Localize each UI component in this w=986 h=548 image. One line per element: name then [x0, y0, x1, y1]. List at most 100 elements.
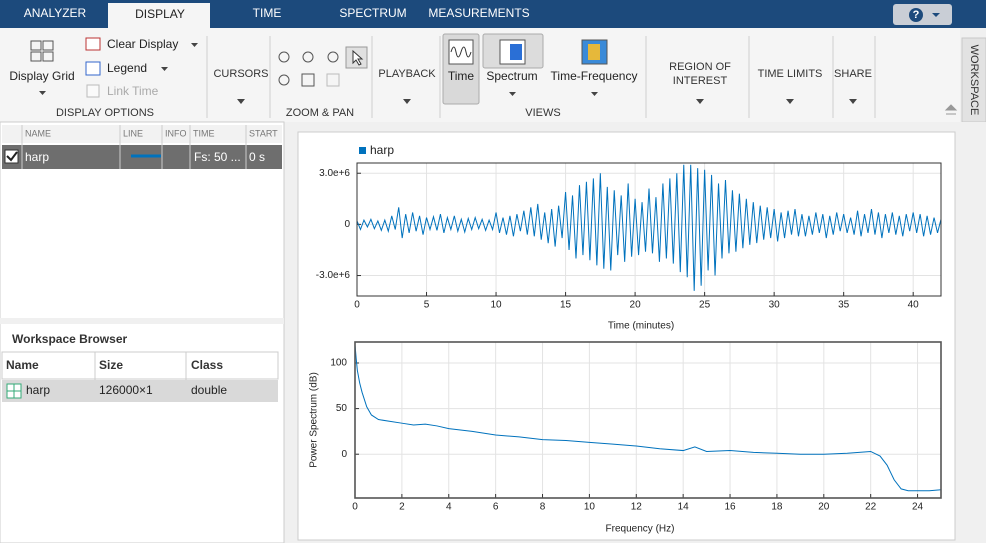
dropdown-arrow — [39, 91, 46, 95]
workspace-tab[interactable] — [961, 37, 986, 123]
tab[interactable]: ANALYZER — [24, 6, 87, 20]
collapse-icon[interactable] — [944, 104, 958, 115]
time-frequency-label[interactable]: Time-Frequency — [551, 69, 638, 83]
x-tick-label: 24 — [912, 502, 924, 513]
signal-start: 0 s — [249, 150, 265, 164]
active-tab[interactable] — [108, 3, 210, 28]
y-tick-label: -3.0e+6 — [316, 270, 351, 281]
clear-display-button[interactable]: Clear Display — [107, 37, 178, 51]
tab[interactable]: MEASUREMENTS — [428, 6, 529, 20]
x-tick-label: 0 — [354, 300, 360, 311]
pointer-icon — [352, 49, 364, 66]
variable-size: 126000×1 — [99, 383, 153, 397]
column-header: LINE — [123, 128, 143, 138]
x-tick-label: 5 — [424, 300, 430, 311]
tab[interactable]: DISPLAY — [135, 7, 185, 21]
display-grid-button[interactable]: Display Grid — [9, 69, 74, 83]
workspace-tab-label[interactable]: WORKSPACE — [968, 45, 980, 116]
x-tick-label: 4 — [446, 502, 452, 513]
variable-icon-grid — [7, 384, 21, 398]
y-tick-label: 0 — [341, 449, 347, 460]
table-header — [2, 125, 282, 143]
dropdown-arrow — [591, 92, 598, 96]
x-tick-label: 10 — [584, 502, 596, 513]
playback-button[interactable]: PLAYBACK — [378, 68, 436, 80]
plot-area — [355, 342, 941, 498]
y-tick-label: 0 — [344, 219, 350, 230]
column-header: START — [249, 128, 278, 138]
dropdown-arrow — [786, 99, 794, 104]
time-frequency-icon-fill — [588, 44, 600, 60]
dropdown-arrow — [509, 92, 516, 96]
y-tick-label: 100 — [330, 358, 347, 369]
dropdown-arrow — [403, 99, 411, 104]
table-header — [1, 351, 279, 380]
dropdown-arrow — [191, 43, 198, 47]
x-axis-label: Frequency (Hz) — [606, 524, 675, 535]
x-tick-label: 20 — [630, 300, 642, 311]
x-tick-label: 8 — [540, 502, 546, 513]
x-tick-label: 2 — [399, 502, 405, 513]
dropdown-arrow — [932, 13, 940, 17]
help-icon — [909, 8, 923, 22]
x-tick-label: 40 — [908, 300, 920, 311]
signal-time: Fs: 50 ... — [194, 150, 241, 164]
time-view-label: Time — [448, 69, 475, 83]
side-strip — [960, 122, 986, 543]
variable-class: double — [191, 383, 227, 397]
clear-icon — [85, 37, 101, 51]
checkbox[interactable] — [4, 149, 19, 164]
x-tick-label: 0 — [352, 502, 358, 513]
dropdown-arrow — [696, 99, 704, 104]
legend-icon — [85, 61, 101, 76]
x-axis-label: Time (minutes) — [608, 321, 674, 332]
column-header: Class — [191, 358, 223, 372]
x-tick-label: 15 — [560, 300, 572, 311]
separators — [206, 36, 876, 118]
section-label: VIEWS — [525, 107, 560, 119]
cursors-button[interactable]: CURSORS — [213, 68, 268, 80]
x-tick-label: 16 — [724, 502, 736, 513]
x-tick-label: 6 — [493, 502, 499, 513]
variable-name: harp — [26, 383, 50, 397]
x-tick-label: 25 — [699, 300, 711, 311]
tab[interactable]: TIME — [253, 6, 282, 20]
y-tick-label: 50 — [336, 403, 348, 414]
time-limits-button[interactable]: TIME LIMITS — [758, 68, 823, 80]
spectrum-view-label: Spectrum — [486, 69, 537, 83]
dropdown-arrow — [161, 67, 168, 71]
check-mark — [6, 151, 18, 162]
y-axis-label: Power Spectrum (dB) — [309, 372, 320, 468]
tab[interactable]: SPECTRUM — [339, 6, 406, 20]
column-header: NAME — [25, 128, 51, 138]
variable-row[interactable] — [2, 380, 278, 402]
x-tick-label: 22 — [865, 502, 877, 513]
section-label: ZOOM & PAN — [286, 107, 354, 119]
roi-button[interactable]: REGION OF — [669, 61, 731, 73]
x-tick-label: 35 — [838, 300, 850, 311]
link-time[interactable]: Link Time — [107, 84, 159, 98]
legend-button[interactable]: Legend — [107, 61, 147, 75]
column-header: INFO — [165, 128, 187, 138]
x-tick-label: 10 — [490, 300, 502, 311]
splitter[interactable] — [0, 318, 284, 324]
legend-label: harp — [370, 143, 394, 157]
x-tick-label: 20 — [818, 502, 830, 513]
help-text: ? — [913, 9, 920, 21]
checkbox[interactable] — [86, 84, 100, 98]
roi-button[interactable]: INTEREST — [673, 75, 728, 87]
toolstrip — [0, 28, 960, 122]
dropdown-arrow — [237, 99, 245, 104]
x-tick-label: 14 — [678, 502, 690, 513]
x-tick-label: 18 — [771, 502, 783, 513]
signal-name: harp — [25, 150, 49, 164]
panel-title: Workspace Browser — [12, 332, 127, 346]
y-tick-label: 3.0e+6 — [319, 168, 350, 179]
section-label: DISPLAY OPTIONS — [56, 107, 154, 119]
series-line — [354, 344, 942, 492]
time-icon-wave — [450, 46, 472, 58]
share-button[interactable]: SHARE — [834, 68, 872, 80]
column-header: Name — [6, 358, 39, 372]
